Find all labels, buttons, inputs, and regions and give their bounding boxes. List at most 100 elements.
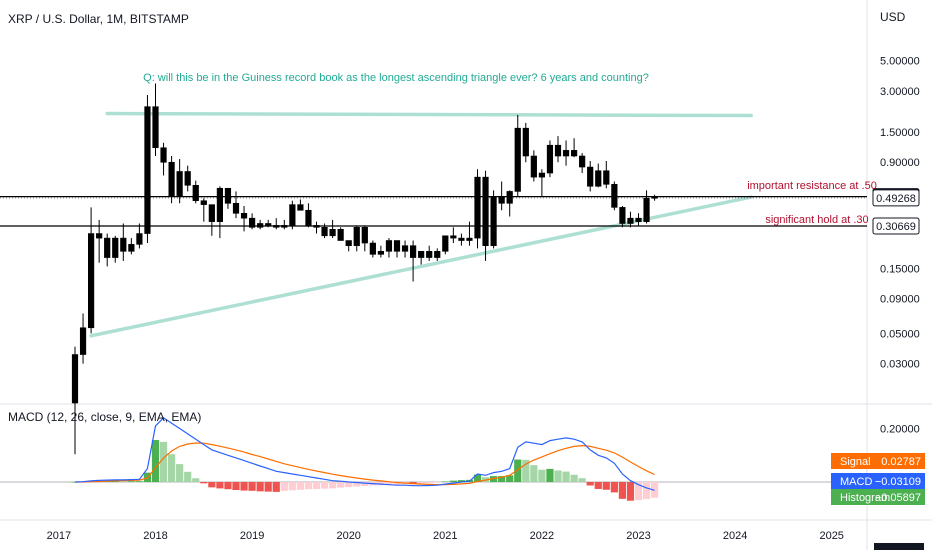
histogram-bar — [353, 482, 361, 487]
histogram-bar — [192, 478, 200, 482]
candle — [289, 200, 296, 230]
candle — [321, 223, 328, 239]
macd-title[interactable]: MACD (12, 26, close, 9, EMA, EMA) — [8, 410, 202, 424]
candle-body-up — [79, 327, 87, 355]
candle — [120, 223, 127, 261]
candle-body-up — [385, 240, 393, 252]
candle — [168, 156, 175, 204]
histogram-bar — [634, 482, 643, 501]
candle-body-up — [643, 197, 650, 222]
candle-body-up — [506, 191, 513, 204]
candle-body-down — [587, 166, 594, 187]
candle-body-up — [136, 233, 143, 245]
candle — [96, 219, 103, 263]
candle — [224, 187, 232, 209]
candle — [385, 238, 393, 258]
candle-body-up — [627, 217, 634, 224]
candle — [538, 169, 545, 198]
histogram-bar — [522, 459, 530, 482]
price-tags-layer: 0.503880.492680.30669Signal0.02787MACD−0… — [831, 188, 925, 505]
x-tick-label: 2023 — [626, 530, 650, 542]
histogram-bar — [216, 482, 224, 489]
histogram-bar — [151, 440, 160, 482]
histogram-bar — [345, 482, 353, 488]
ascending-support-trendline — [89, 195, 753, 338]
candle — [450, 227, 457, 244]
candle-body-up — [88, 233, 95, 329]
histogram-bar — [385, 482, 393, 485]
histogram-bar — [530, 465, 538, 482]
candle — [611, 181, 618, 211]
time-axis-badge — [874, 543, 924, 550]
histogram-bar — [610, 482, 618, 493]
histogram-bar — [449, 480, 457, 482]
candle — [88, 207, 95, 334]
candle-body-down — [361, 227, 368, 244]
histogram-bar — [127, 481, 135, 482]
candle-body-down — [369, 242, 376, 255]
candle-body-up — [377, 251, 385, 255]
x-tick-label: 2025 — [819, 530, 843, 542]
candle-body-down — [426, 251, 433, 258]
annotation-resistance: important resistance at .50 — [747, 180, 877, 192]
symbol-title[interactable]: XRP / U.S. Dollar, 1M, BITSTAMP — [8, 12, 189, 26]
candle-body-down — [305, 209, 312, 226]
candle — [393, 240, 401, 258]
candles-layer — [71, 83, 658, 455]
y-tick-label: 0.90000 — [880, 157, 920, 169]
candle — [418, 251, 425, 265]
y-tick-label: 0.03000 — [880, 359, 920, 371]
histogram-bar — [626, 482, 635, 501]
candle-body-down — [522, 127, 529, 157]
candle-body-down — [297, 204, 304, 211]
candle — [353, 225, 360, 252]
candle — [458, 233, 465, 246]
macd-legend-signal: Signal 0.02787 — [831, 453, 925, 469]
candle — [409, 240, 417, 282]
candle — [490, 190, 497, 249]
macd-legend-name: Histogram — [840, 492, 890, 504]
histogram-bar — [256, 482, 264, 492]
x-tick-label: 2017 — [47, 530, 71, 542]
histogram-bar — [441, 481, 449, 483]
candle — [595, 163, 602, 188]
candle-body-down — [458, 237, 465, 241]
candle — [466, 221, 473, 246]
candle — [176, 159, 183, 204]
histogram-bar — [642, 482, 651, 500]
candle — [482, 170, 489, 261]
candle-body-up — [474, 176, 481, 239]
histogram-bar — [224, 482, 232, 490]
candle-body-up — [329, 229, 336, 237]
candle — [208, 204, 215, 236]
histogram-bar — [200, 482, 208, 484]
candle-body-up — [144, 106, 151, 234]
macd-legend-name: Signal — [840, 456, 871, 468]
candle — [369, 240, 376, 258]
macd-legend-value: −0.05897 — [875, 492, 921, 504]
candle-body-down — [104, 237, 111, 258]
histogram-bar — [425, 482, 433, 484]
candle — [506, 190, 513, 217]
histogram-bar — [586, 482, 594, 486]
candle — [619, 205, 626, 228]
candle — [474, 169, 481, 249]
candle — [562, 140, 570, 166]
candle — [530, 150, 537, 182]
candle-body-up — [514, 127, 521, 192]
candle-body-down — [635, 217, 642, 222]
candle — [305, 203, 312, 228]
histogram-bar — [602, 482, 610, 490]
candle-body-down — [120, 237, 127, 252]
currency-label: USD — [880, 10, 906, 24]
candle-body-up — [538, 172, 545, 178]
candle-body-up — [595, 170, 602, 187]
histogram-bar — [280, 482, 288, 491]
candle-body-down — [321, 227, 328, 237]
candle — [345, 240, 352, 252]
price-tag-box — [872, 189, 920, 207]
histogram-bar — [498, 476, 506, 482]
candle-body-down — [96, 233, 103, 239]
candle-body-up — [466, 237, 473, 241]
